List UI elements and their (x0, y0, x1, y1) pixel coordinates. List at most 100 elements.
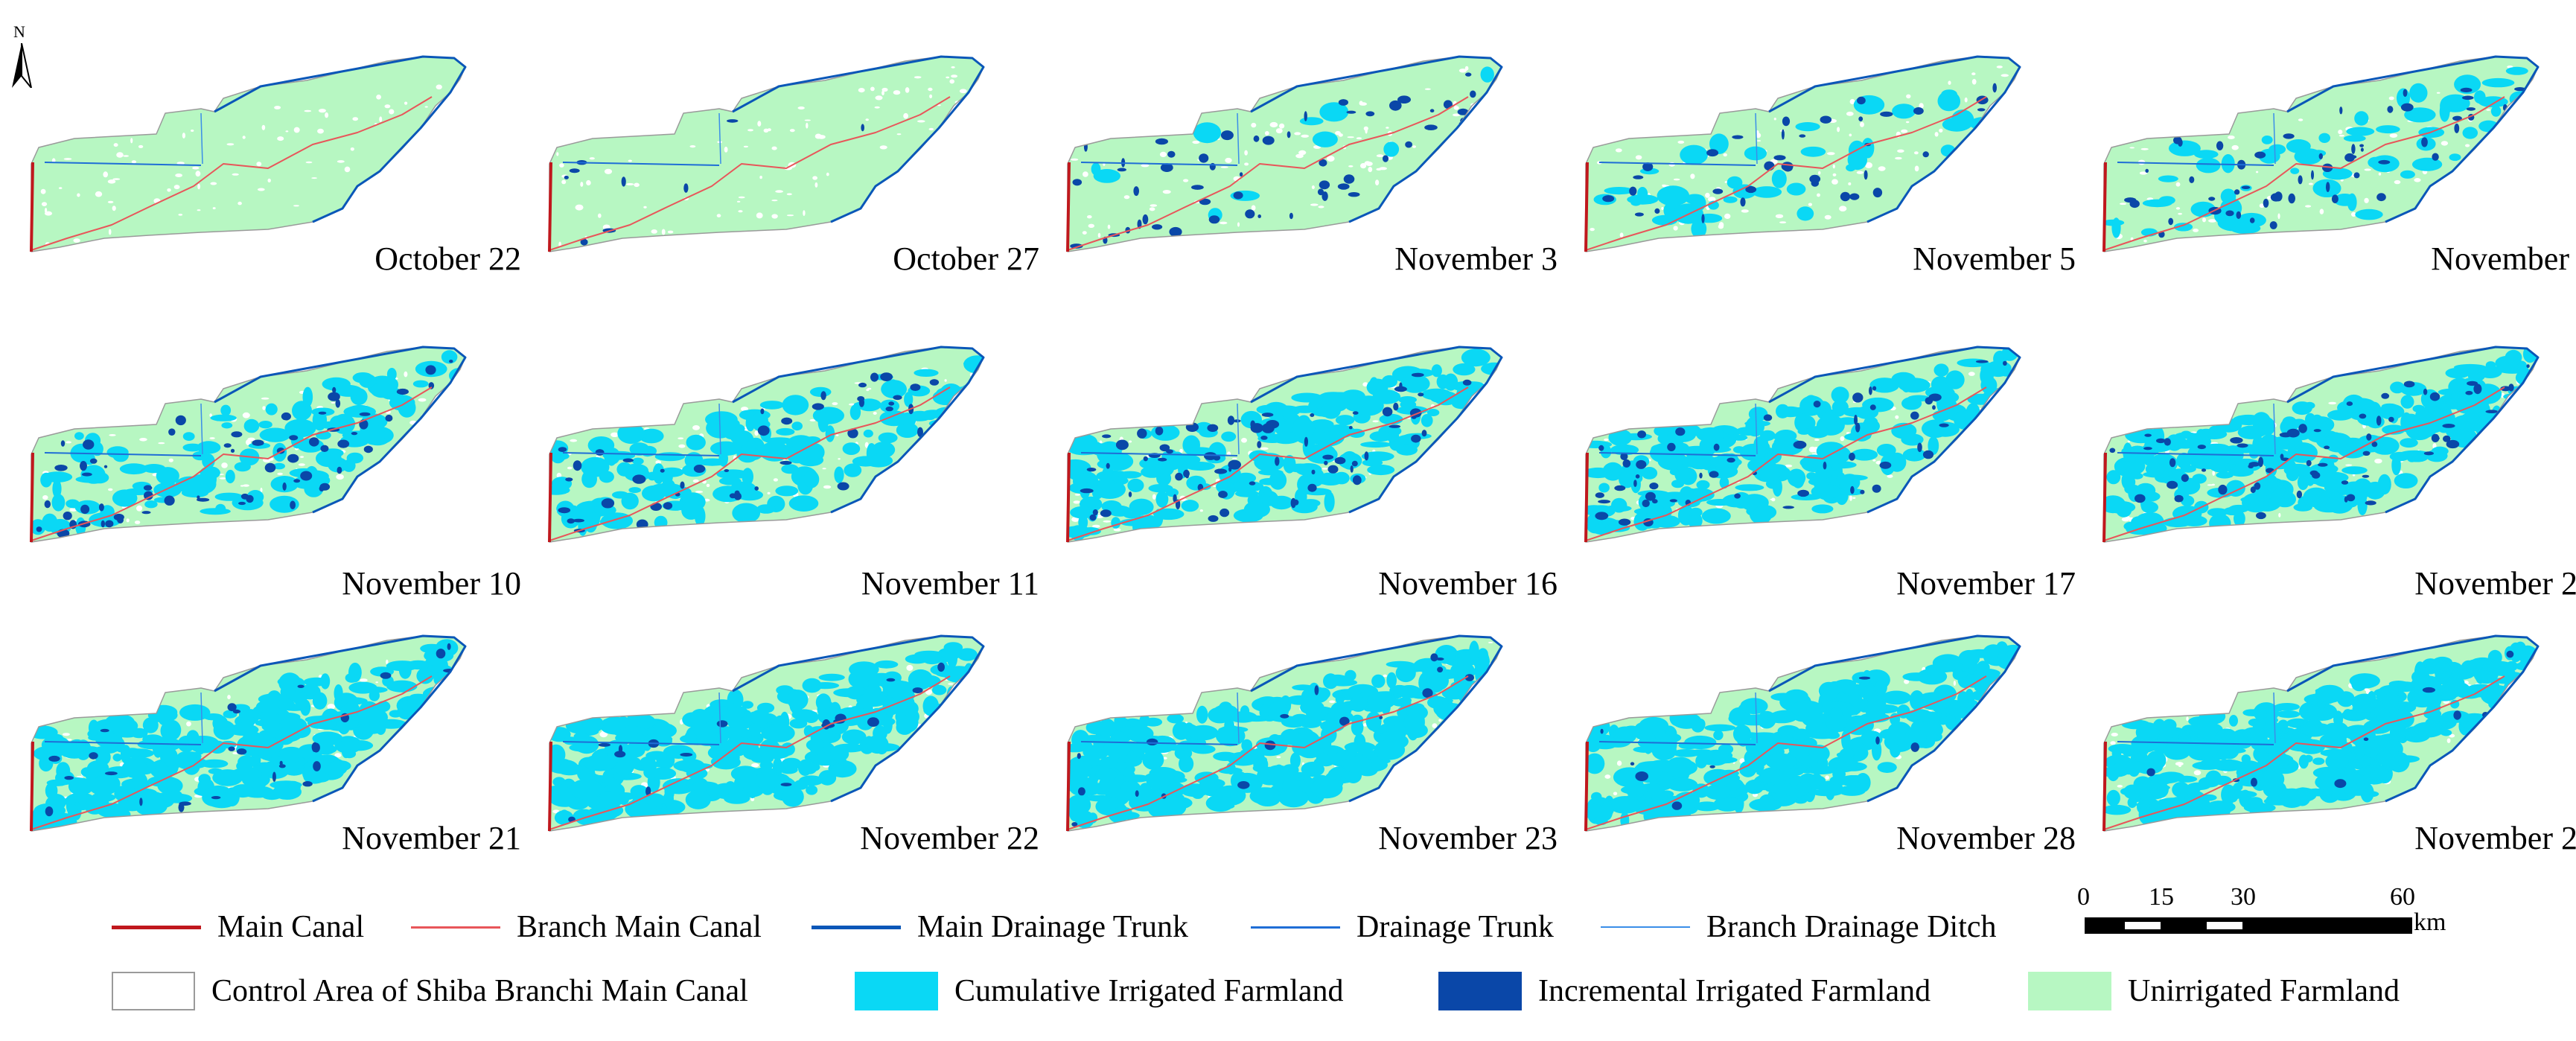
cumulative-irrigated-patch (2400, 395, 2414, 409)
cumulative-irrigated-patch (93, 793, 116, 802)
incremental-irrigated-patch (197, 497, 210, 502)
cumulative-irrigated-patch (2454, 366, 2481, 375)
branch-main-canal (2103, 675, 2505, 830)
incremental-irrigated-patch (1307, 483, 1317, 492)
branch-drainage-ditch-swatch (1601, 926, 1690, 928)
cumulative-irrigated-patch (866, 735, 889, 754)
non-farmland-speck (1779, 221, 1787, 223)
incremental-irrigated-patch (2387, 106, 2394, 113)
incremental-irrigated-patch (101, 520, 105, 528)
incremental-irrigated-patch (1199, 153, 1209, 163)
incremental-irrigated-patch (929, 379, 940, 386)
cumulative-irrigated-patch (1342, 689, 1362, 696)
incremental-irrigated-patch (2359, 413, 2367, 419)
non-farmland-speck (1839, 206, 1847, 211)
non-farmland-speck (1756, 133, 1762, 139)
cumulative-irrigated-patch (2390, 381, 2405, 394)
cumulative-irrigated-patch (2402, 413, 2420, 427)
incremental-irrigated-patch (1618, 518, 1631, 526)
cumulative-irrigated-patch (1701, 508, 1731, 524)
cumulative-irrigated-patch (2376, 750, 2406, 767)
cumulative-irrigated-patch (1694, 801, 1721, 812)
cumulative-irrigated-patch (896, 712, 919, 733)
non-farmland-speck (221, 462, 228, 468)
control-area-boundary (31, 635, 466, 832)
north-arrow: N (10, 22, 33, 89)
irrigation-map (1066, 346, 1503, 543)
branch-drainage-ditch (200, 112, 203, 165)
cumulative-irrigated-patch (710, 441, 742, 456)
incremental-irrigated-patch (228, 746, 235, 751)
panel-date-label: November 28 (1896, 820, 2076, 856)
non-farmland-speck (1919, 103, 1924, 109)
legend-item-drainage-trunk: Drainage Trunk (1251, 908, 1554, 946)
non-farmland-speck (756, 212, 763, 219)
legend-item-main-canal: Main Canal (112, 908, 364, 946)
irrigation-map (548, 55, 985, 252)
control-area-boundary (1585, 635, 2021, 832)
cumulative-irrigated-patch (1680, 486, 1694, 501)
incremental-irrigated-patch (1411, 434, 1421, 443)
incremental-irrigated-patch (1642, 499, 1650, 508)
incremental-irrigated-patch (2306, 459, 2312, 467)
non-farmland-speck (1895, 415, 1899, 419)
scale-tick-60: 60 (2390, 883, 2415, 911)
non-farmland-speck (1368, 167, 1373, 173)
incremental-irrigated-patch (223, 443, 232, 448)
drainage-trunk (2117, 162, 2274, 166)
non-farmland-speck (1279, 123, 1285, 129)
non-farmland-speck (575, 204, 584, 211)
non-farmland-speck (751, 763, 759, 768)
incremental-irrigated-patch (1649, 483, 1659, 490)
branch-main-canal (31, 96, 433, 251)
non-farmland-speck (928, 87, 933, 92)
cumulative-irrigated-patch (2106, 470, 2121, 485)
incremental-irrigated-patch (282, 482, 287, 491)
non-farmland-speck (906, 664, 914, 671)
cumulative-irrigated-patch (344, 740, 374, 751)
non-farmland-speck (789, 129, 795, 133)
non-farmland-speck (386, 659, 389, 665)
cumulative-irrigated-patch (2298, 739, 2325, 754)
incremental-irrigated-patch (1208, 215, 1220, 224)
incremental-irrigated-patch (812, 403, 824, 410)
cumulative-irrigated-patch (2000, 369, 2011, 376)
non-farmland-speck (1294, 132, 1301, 136)
cumulative-irrigated-patch (2430, 702, 2441, 713)
incremental-irrigated-patch (614, 751, 626, 758)
cumulative-irrigated-patch (799, 775, 824, 786)
incremental-irrigated-patch (1781, 129, 1785, 140)
map-panel: November 3 (1051, 52, 1558, 320)
cumulative-irrigated-patch (161, 709, 171, 722)
branch-drainage-ditch (200, 403, 203, 455)
incremental-irrigated-patch (2003, 360, 2007, 366)
legend-label: Main Drainage Trunk (917, 910, 1188, 944)
panel-date-label: November 29 (2414, 820, 2576, 856)
incremental-irrigated-patch (1869, 404, 1876, 410)
incremental-irrigated-patch (2208, 197, 2216, 201)
legend-label: Drainage Trunk (1356, 910, 1554, 944)
non-farmland-speck (2388, 96, 2394, 101)
cumulative-irrigated-patch (1069, 525, 1086, 541)
incremental-irrigated-patch (2145, 168, 2149, 173)
branch-main-canal-swatch (411, 926, 500, 929)
non-farmland-speck (1453, 106, 1459, 110)
cumulative-irrigated-patch (1093, 169, 1120, 183)
incremental-irrigated-patch (1399, 382, 1403, 390)
incremental-irrigated-patch (2353, 172, 2360, 179)
incremental-irrigated-patch (565, 477, 573, 482)
incremental-irrigated-patch (2250, 486, 2256, 494)
non-farmland-speck (1301, 134, 1310, 138)
incremental-irrigated-patch (1352, 475, 1362, 486)
non-farmland-speck (655, 460, 661, 465)
cumulative-irrigated-patch (1735, 484, 1764, 491)
cumulative-irrigated-patch (2105, 500, 2136, 514)
cumulative-irrigated-patch (2158, 771, 2185, 783)
incremental-irrigated-patch (164, 495, 175, 506)
non-farmland-speck (2339, 134, 2344, 137)
incremental-irrigated-patch (2429, 392, 2440, 401)
non-farmland-speck (1756, 140, 1762, 142)
incremental-irrigated-patch (1089, 514, 1097, 521)
cumulative-irrigated-patch (1127, 478, 1144, 492)
non-farmland-speck (678, 444, 686, 448)
